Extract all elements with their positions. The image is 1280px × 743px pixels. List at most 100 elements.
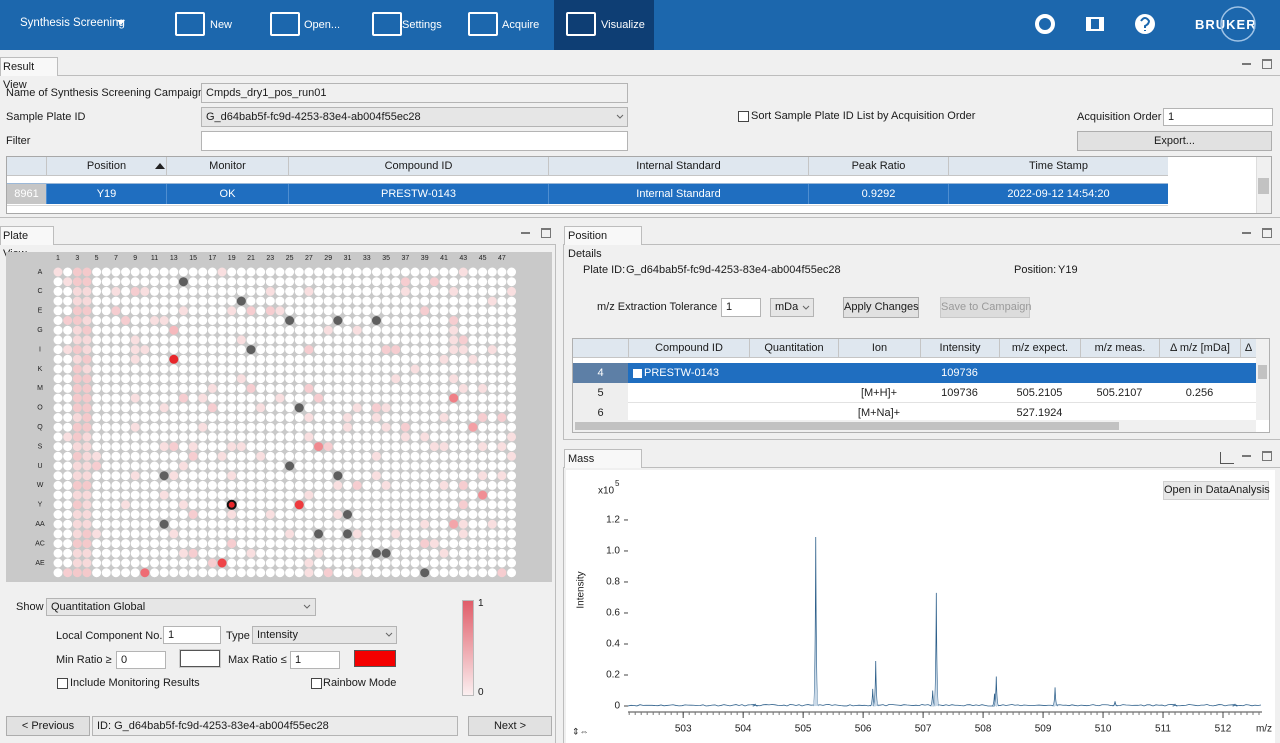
table-cell: 505.2105 xyxy=(1016,387,1063,399)
filter-field[interactable] xyxy=(201,131,628,151)
min-field[interactable]: 0 xyxy=(116,651,166,669)
toolbar-icon[interactable] xyxy=(270,12,300,36)
column-header[interactable]: Peak Ratio xyxy=(808,157,948,176)
column-header[interactable]: Δ m/z [mDa] xyxy=(1159,339,1240,358)
label: Local Component No. xyxy=(56,630,163,642)
row-separator xyxy=(7,205,1168,206)
v-scroll-thumb[interactable] xyxy=(1258,365,1267,379)
column-header[interactable]: Δ xyxy=(1240,339,1256,358)
label: Include Monitoring Results xyxy=(70,677,200,689)
table-cell: 109736 xyxy=(941,367,978,379)
label: Name of Synthesis Screening Campaign xyxy=(6,87,205,99)
plate-id-field: ID: G_d64bab5f-fc9d-4253-83e4-ab004f55ec… xyxy=(92,716,458,736)
table-cell: PRESTW-0143 xyxy=(288,184,548,204)
minimize-button[interactable] xyxy=(1242,455,1251,457)
label: Max Ratio ≤ xyxy=(228,654,287,666)
maximize-button[interactable] xyxy=(1262,228,1272,238)
max-field[interactable]: 1 xyxy=(290,651,340,669)
label: m/z Extraction Tolerance xyxy=(597,301,718,313)
toolbar-icon[interactable] xyxy=(566,12,596,36)
panel-tab: Mass Spectrum xyxy=(564,449,642,483)
table-cell: 109736 xyxy=(941,387,978,399)
checkbox[interactable] xyxy=(57,678,68,689)
max-color[interactable] xyxy=(354,650,396,667)
maximize-button[interactable] xyxy=(1262,59,1272,69)
toolbar-icon[interactable] xyxy=(175,12,205,36)
open-button[interactable]: Open in DataAnalysis xyxy=(1163,481,1270,500)
table-row xyxy=(573,383,1256,403)
label: Plate ID: xyxy=(583,264,626,276)
maximize-button[interactable] xyxy=(1262,451,1272,461)
h-scroll-thumb[interactable] xyxy=(575,422,1119,430)
column-header[interactable]: Compound ID xyxy=(288,157,548,176)
minimize-button[interactable] xyxy=(521,232,530,234)
column-header[interactable]: Time Stamp xyxy=(948,157,1168,176)
toolbar-icon[interactable] xyxy=(372,12,402,36)
table-cell: [M+Na]+ xyxy=(857,407,901,419)
label: Type xyxy=(226,630,250,642)
label: Position: xyxy=(1014,264,1057,276)
checkbox[interactable] xyxy=(311,678,322,689)
column-header[interactable]: Internal Standard xyxy=(548,157,808,176)
local-field[interactable]: 1 xyxy=(163,626,221,644)
minimize-button[interactable] xyxy=(1242,232,1251,234)
plate-id-dropdown[interactable]: G_d64bab5f-fc9d-4253-83e4-ab004f55ec28 xyxy=(201,107,628,127)
selected-row xyxy=(7,184,1168,204)
scroll-thumb[interactable] xyxy=(1258,178,1269,194)
selected-row xyxy=(573,363,1256,383)
toolbar-button[interactable]: New xyxy=(210,19,233,31)
color-scale xyxy=(462,600,474,696)
column-header[interactable]: Position xyxy=(46,157,166,176)
table-cell: 0.256 xyxy=(1185,387,1214,399)
table-cell: OK xyxy=(166,184,288,204)
column-header[interactable]: Monitor xyxy=(166,157,288,176)
column-header[interactable]: Compound ID xyxy=(628,339,749,358)
panel-tab: Plate View xyxy=(0,226,54,260)
unit-dropdown[interactable]: mDa xyxy=(770,298,814,317)
show-dropdown[interactable]: Quantitation Global xyxy=(46,598,316,616)
minimize-button[interactable] xyxy=(1242,63,1251,65)
label: Sort Sample Plate ID List by Acquisition… xyxy=(751,110,976,122)
column-header[interactable]: m/z expect. xyxy=(999,339,1080,358)
apply-button[interactable]: Apply Changes xyxy=(843,297,919,318)
row-index: 4 xyxy=(573,363,628,383)
previous-button[interactable]: < Previous xyxy=(6,716,90,736)
next-button[interactable]: Next > xyxy=(468,716,552,736)
value: G_d64bab5f-fc9d-4253-83e4-ab004f55ec28 xyxy=(626,264,841,276)
table-cell: PRESTW-0143 xyxy=(644,367,719,379)
toolbar-icon[interactable] xyxy=(468,12,498,36)
table-cell: 2022-09-12 14:54:20 xyxy=(948,184,1168,204)
save-button[interactable]: Save to Campaign xyxy=(940,297,1032,318)
export-button[interactable]: Export... xyxy=(1077,131,1272,151)
row-index: 6 xyxy=(573,403,628,423)
tolerance-field[interactable]: 1 xyxy=(721,298,761,317)
label: Acquisition Order xyxy=(1077,111,1162,123)
column-header[interactable]: Intensity xyxy=(920,339,999,358)
table-cell: 527.1924 xyxy=(1016,407,1063,419)
layout-icon[interactable] xyxy=(1086,17,1104,31)
column-header[interactable]: Quantitation xyxy=(749,339,838,358)
label: Sample Plate ID xyxy=(6,111,86,123)
toolbar-button[interactable]: Visualize xyxy=(601,19,645,31)
checkbox[interactable] xyxy=(738,111,749,122)
toolbar-button[interactable]: Open... xyxy=(304,19,341,31)
table-header xyxy=(573,339,1256,358)
column-header[interactable]: m/z meas. xyxy=(1080,339,1159,358)
toolbar-button[interactable]: Settings xyxy=(402,19,442,31)
panel-tab: Result View xyxy=(0,57,58,91)
maximize-button[interactable] xyxy=(541,228,551,238)
scale-label: 0 xyxy=(478,687,484,698)
spectrum-tool[interactable] xyxy=(1220,452,1234,464)
toolbar-button[interactable]: Acquire xyxy=(502,19,540,31)
type-dropdown[interactable]: Intensity xyxy=(252,626,397,644)
label: Rainbow Mode xyxy=(323,677,397,689)
collapse-toggle[interactable] xyxy=(633,369,642,378)
active-tab xyxy=(554,0,654,50)
column-header[interactable]: Ion xyxy=(838,339,920,358)
plot-area xyxy=(566,470,1275,743)
min-color[interactable] xyxy=(179,649,221,668)
acquisition-field[interactable]: 1 xyxy=(1163,108,1273,126)
table-cell: Internal Standard xyxy=(548,184,808,204)
panel-tab: Position Details xyxy=(564,226,642,260)
